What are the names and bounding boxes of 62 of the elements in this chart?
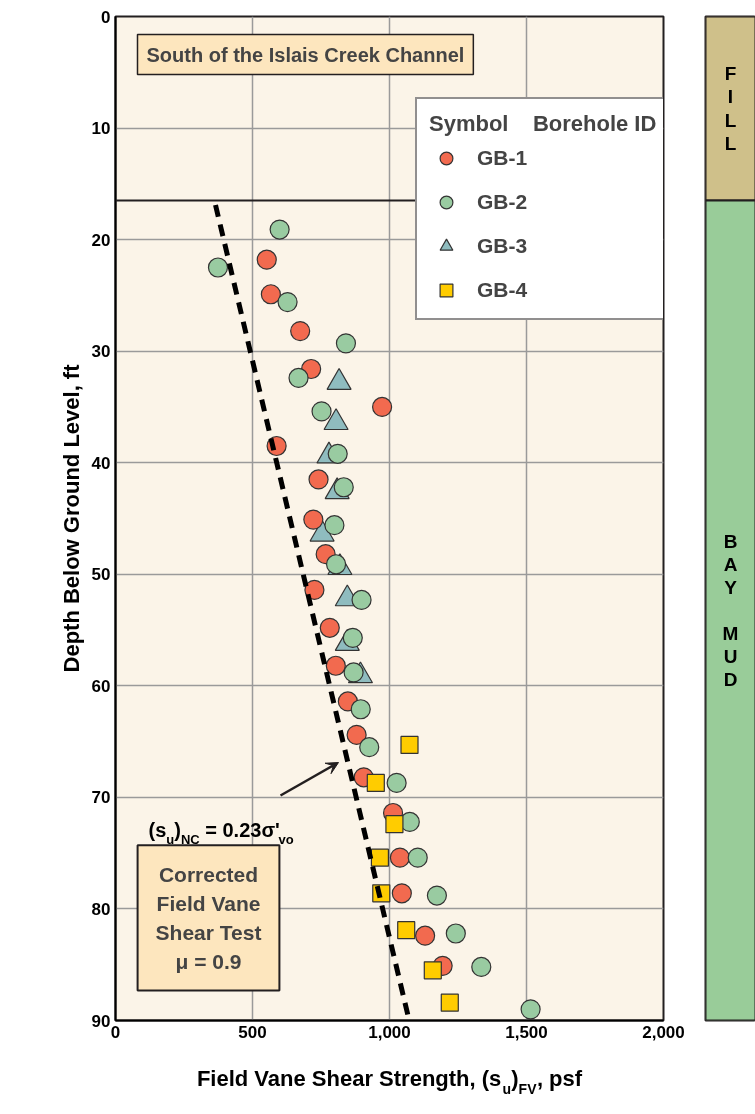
legend-title: Symbol Borehole ID xyxy=(429,111,657,137)
point xyxy=(397,921,416,940)
y-tick-label: 30 xyxy=(91,342,111,362)
point xyxy=(415,925,436,946)
point xyxy=(303,509,324,530)
point xyxy=(370,848,390,867)
y-tick-label: 50 xyxy=(91,565,111,585)
text: BAY MUD xyxy=(722,530,739,691)
legend-label: GB-3 xyxy=(477,234,528,258)
point xyxy=(207,257,229,278)
point xyxy=(304,579,325,600)
point xyxy=(366,773,385,792)
point xyxy=(520,999,541,1020)
point xyxy=(445,923,466,944)
point xyxy=(351,589,372,611)
point xyxy=(385,815,404,834)
point xyxy=(308,469,329,490)
text: South of the Islais Creek Channel xyxy=(146,43,465,66)
point xyxy=(277,292,298,313)
point xyxy=(426,885,447,906)
y-axis-title: Depth Below Ground Level, ft xyxy=(58,363,84,673)
y-tick-label: 90 xyxy=(91,1011,111,1031)
point xyxy=(335,333,357,354)
x-tick-label: 1,500 xyxy=(505,1022,548,1042)
point xyxy=(311,401,332,422)
point xyxy=(350,699,371,720)
point xyxy=(343,662,364,683)
x-tick-label: 500 xyxy=(238,1022,267,1042)
point xyxy=(288,367,309,389)
point xyxy=(407,847,428,868)
point xyxy=(389,847,411,868)
point xyxy=(269,219,290,240)
point xyxy=(471,956,492,978)
y-tick-label: 40 xyxy=(91,453,111,473)
point xyxy=(324,515,345,536)
x-tick-label: 1,000 xyxy=(368,1022,411,1042)
point xyxy=(319,617,340,638)
point xyxy=(256,249,277,270)
legend-label: GB-2 xyxy=(477,190,528,214)
y-tick-label: 0 xyxy=(101,7,111,27)
point xyxy=(290,321,311,342)
y-tick-label: 70 xyxy=(91,788,111,808)
legend-label: GB-1 xyxy=(477,146,528,170)
y-tick-label: 60 xyxy=(91,676,111,696)
point xyxy=(391,883,412,904)
point xyxy=(372,396,393,418)
x-tick-label: 2,000 xyxy=(642,1022,685,1042)
point xyxy=(325,655,346,676)
point xyxy=(423,961,442,980)
text: FILL xyxy=(724,63,737,154)
point xyxy=(440,993,459,1012)
point xyxy=(346,724,367,745)
point xyxy=(386,772,407,793)
y-tick-label: 10 xyxy=(91,119,111,139)
point xyxy=(325,554,347,575)
legend-label: GB-4 xyxy=(477,278,528,302)
point xyxy=(260,284,281,305)
y-tick-label: 20 xyxy=(91,230,111,250)
y-tick-label: 80 xyxy=(91,899,111,919)
point xyxy=(400,735,419,755)
point xyxy=(359,737,380,758)
annotation: Corrected Field Vane Shear Test μ = 0.9 xyxy=(155,863,262,973)
